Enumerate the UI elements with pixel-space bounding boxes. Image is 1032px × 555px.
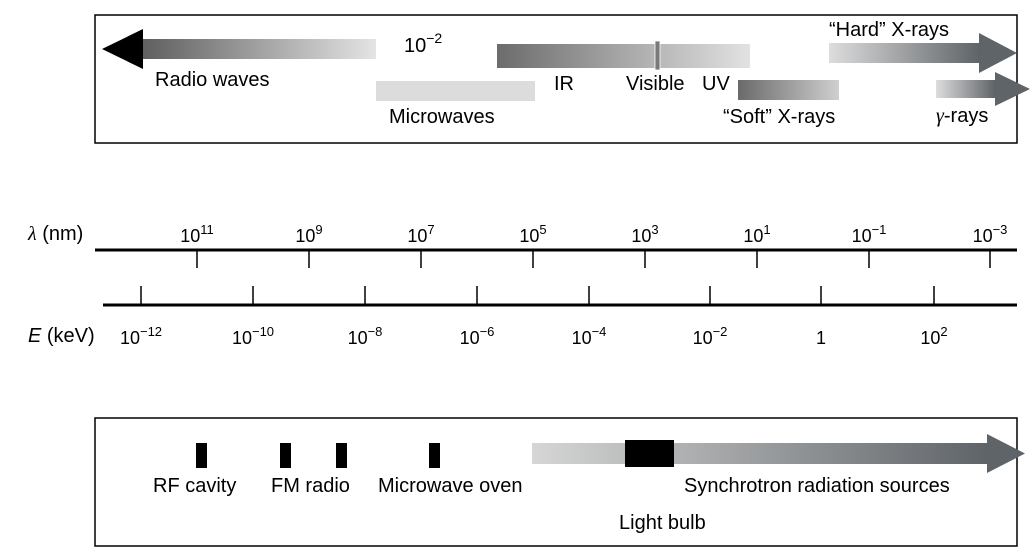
wavelength-axis-tick-label: 105 (519, 222, 546, 246)
energy-axis-tick-label: 10−8 (348, 324, 383, 348)
wavelength-axis-tick-label: 107 (407, 222, 434, 246)
energy-axis-tick-label: 10−12 (120, 324, 162, 348)
gamma-rays-arrow (936, 72, 1030, 106)
uv-label: UV (702, 73, 730, 95)
wavelength-axis-tick-label: 10−1 (852, 222, 887, 246)
wavelength-annotation: 10−2 (404, 30, 442, 57)
ir-label: IR (554, 73, 574, 95)
visible-marker (654, 40, 661, 71)
rf-cavity-marker (196, 443, 207, 468)
light-bulb-label: Light bulb (619, 512, 706, 534)
synchrotron-label: Synchrotron radiation sources (684, 475, 950, 497)
hard-xrays-label: “Hard” X-rays (829, 19, 949, 41)
energy-axis-tick-label: 102 (920, 324, 947, 348)
light-bulb-marker (625, 440, 674, 467)
rf-cavity-label: RF cavity (153, 475, 236, 497)
energy-axis-tick-label: 10−2 (693, 324, 728, 348)
radio-waves-label: Radio waves (155, 69, 270, 91)
fm-radio-marker (280, 443, 291, 468)
wavelength-axis-tick-label: 1011 (180, 222, 214, 246)
energy-axis-title: E (keV) (28, 325, 95, 347)
microwaves-label: Microwaves (389, 106, 495, 128)
synchrotron-arrow (532, 434, 1025, 473)
soft-xrays-label: “Soft” X-rays (723, 106, 835, 128)
wavelength-axis-tick-label: 103 (631, 222, 658, 246)
sources-panel-frame (94, 417, 1018, 547)
wavelength-axis-title: λ (nm) (27, 223, 83, 245)
energy-axis-tick-label: 10−6 (460, 324, 495, 348)
fm-radio-label: FM radio (271, 475, 350, 497)
energy-axis-tick-label: 10−10 (232, 324, 274, 348)
wavelength-axis-tick-label: 101 (743, 222, 770, 246)
energy-axis-tick-label: 1 (816, 328, 826, 348)
microwave-oven-marker (429, 443, 440, 468)
visible-label: Visible (626, 73, 685, 95)
hard-xrays-arrow (829, 33, 1017, 73)
soft-xrays-bar (738, 80, 839, 100)
fm-radio-marker-2 (336, 443, 347, 468)
energy-axis-tick-label: 10−4 (572, 324, 607, 348)
bands-panel-frame (94, 14, 1018, 144)
wavelength-axis-tick-label: 10−3 (973, 222, 1008, 246)
wavelength-axis-tick-label: 109 (295, 222, 322, 246)
microwave-oven-label: Microwave oven (378, 475, 523, 497)
gamma-rays-label: γ-rays (936, 105, 988, 127)
ir-visible-uv-bar (497, 44, 750, 68)
radio-waves-arrow (102, 29, 376, 69)
microwaves-bar (376, 81, 535, 101)
